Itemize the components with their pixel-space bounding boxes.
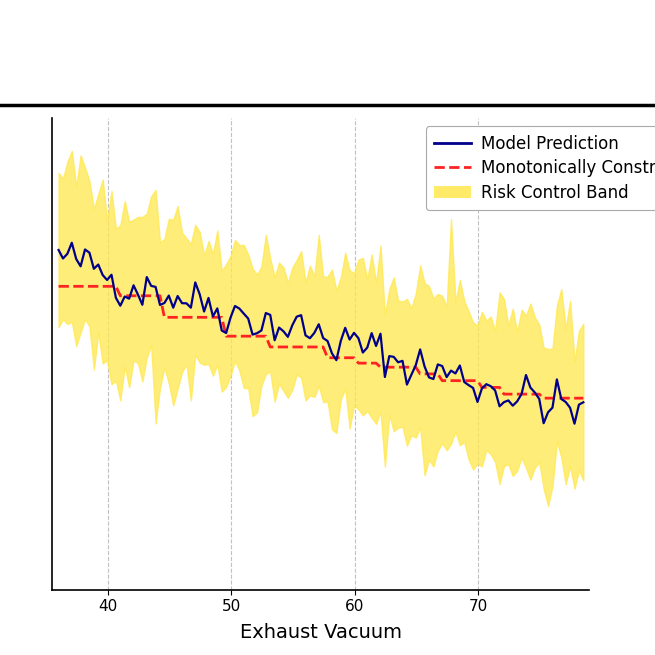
Monotonically Constrained [54,282,62,290]
Model Prediction [474,398,481,406]
Line: Monotonically Constrained: Monotonically Constrained [58,286,584,398]
X-axis label: Exhaust Vacuum: Exhaust Vacuum [240,622,402,641]
Legend: Model Prediction, Monotonically Constrained, Risk Control Band: Model Prediction, Monotonically Constrai… [426,126,655,210]
Model Prediction [571,420,578,428]
Model Prediction [54,246,62,254]
Model Prediction [169,304,177,312]
Monotonically Constrained [196,313,204,321]
Model Prediction [421,363,428,371]
Monotonically Constrained [165,313,173,321]
Monotonically Constrained [416,370,424,378]
Line: Model Prediction: Model Prediction [58,243,584,424]
Monotonically Constrained [580,394,588,402]
Model Prediction [566,404,574,412]
Model Prediction [350,329,358,337]
Model Prediction [580,398,588,406]
Monotonically Constrained [540,394,548,402]
Monotonically Constrained [566,394,574,402]
Model Prediction [200,308,208,316]
Monotonically Constrained [346,354,354,362]
Monotonically Constrained [469,377,477,384]
Model Prediction [68,239,76,247]
